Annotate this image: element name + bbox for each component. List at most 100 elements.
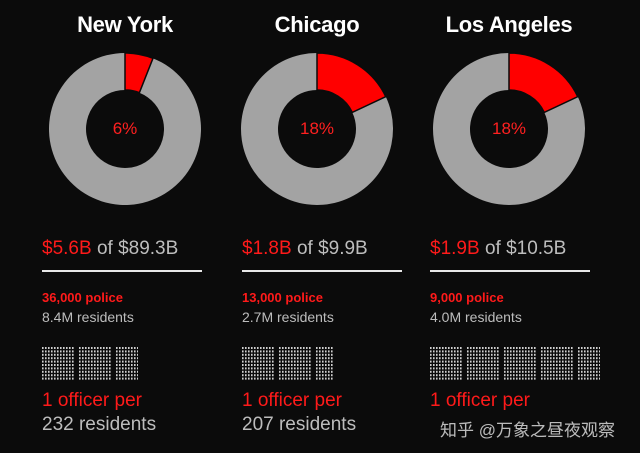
officer-dot (63, 360, 65, 363)
officer-dot (534, 367, 536, 370)
officer-dot (316, 350, 318, 353)
officer-dot (448, 377, 450, 380)
officer-dot (291, 350, 293, 353)
officer-dot (470, 350, 472, 353)
officer-dot (593, 350, 595, 353)
officer-dot (325, 347, 327, 349)
officer-dot (319, 353, 321, 356)
officer-dot (590, 353, 592, 356)
officer-dot (445, 353, 447, 356)
officer-dot (593, 367, 595, 370)
officer-dot (316, 377, 318, 380)
officer-dot (507, 347, 509, 349)
officer-dot (445, 367, 447, 370)
officer-dot (442, 374, 444, 377)
officer-dot (245, 374, 247, 377)
officer-dot (528, 353, 530, 356)
officer-dot (137, 367, 138, 370)
officer-dot (562, 367, 564, 370)
officer-dot (245, 360, 247, 363)
officer-dot (297, 374, 299, 377)
officer-dot (331, 367, 333, 370)
officer-dot (245, 364, 247, 366)
officer-dot (479, 347, 481, 349)
officer-dot (88, 350, 90, 353)
officer-dot (266, 377, 268, 380)
officer-dot (242, 370, 244, 373)
officer-dot (97, 357, 99, 360)
officer-dot (522, 374, 524, 377)
officer-dot (565, 377, 567, 380)
officer-dot (550, 347, 552, 349)
officer-dot (103, 360, 105, 363)
officer-dot (297, 370, 299, 373)
officer-dot (97, 377, 99, 380)
officer-dot (467, 360, 469, 363)
officer-dot (263, 347, 265, 349)
officer-dot (116, 374, 118, 377)
officer-dot (48, 350, 50, 353)
officer-dot (282, 377, 284, 380)
donut-chart: 18% (414, 52, 604, 212)
officer-dot (242, 350, 244, 353)
officer-dot (534, 360, 536, 363)
officer-dot (82, 367, 84, 370)
officer-dot (497, 370, 499, 373)
officer-dot (100, 374, 102, 377)
officer-dot (297, 377, 299, 380)
officer-dot (541, 357, 543, 360)
officer-dot (328, 353, 330, 356)
officer-dot (72, 374, 74, 377)
officer-dot (568, 370, 570, 373)
officer-dot (516, 357, 518, 360)
officer-dot (436, 374, 438, 377)
officer-dot (306, 350, 308, 353)
officer-dot (279, 347, 281, 349)
officer-dot (581, 350, 583, 353)
officer-dot (596, 370, 598, 373)
officer-dot (48, 374, 50, 377)
officer-dot (485, 347, 487, 349)
officer-dot (516, 377, 518, 380)
officer-dot (550, 370, 552, 373)
officer-dot (559, 377, 561, 380)
officer-dot (272, 353, 274, 356)
donut-svg (433, 52, 585, 205)
officer-dot (116, 367, 118, 370)
officer-dot (430, 370, 432, 373)
officer-dot (593, 347, 595, 349)
officer-dot (122, 374, 124, 377)
officer-dot (306, 347, 308, 349)
percent-label: 6% (112, 119, 138, 138)
officer-dot (72, 377, 74, 380)
officer-dot (547, 350, 549, 353)
officer-dot (254, 350, 256, 353)
officer-dot (325, 364, 327, 366)
officer-dot (448, 360, 450, 363)
officer-dot (285, 374, 287, 377)
officer-dot (541, 374, 543, 377)
officer-dot (448, 347, 450, 349)
officer-dot (571, 374, 573, 377)
officer-dot (88, 370, 90, 373)
officer-dot (531, 377, 533, 380)
officer-dot (254, 360, 256, 363)
officer-dot (45, 377, 47, 380)
officer-dot (69, 350, 71, 353)
officer-dot (528, 347, 530, 349)
officer-dot (242, 377, 244, 380)
ratio-value: 207 residents (242, 414, 357, 435)
officer-dot (125, 357, 127, 360)
officer-dot (513, 374, 515, 377)
officer-dot (442, 357, 444, 360)
officer-dot (309, 357, 311, 360)
officer-dot (578, 364, 580, 366)
officer-dot (519, 377, 521, 380)
officer-dot (85, 347, 87, 349)
officer-dot (122, 350, 124, 353)
officer-dot (433, 347, 435, 349)
officer-dot (91, 353, 93, 356)
officer-dot (131, 347, 133, 349)
officer-dot (82, 377, 84, 380)
officer-dot (60, 364, 62, 366)
